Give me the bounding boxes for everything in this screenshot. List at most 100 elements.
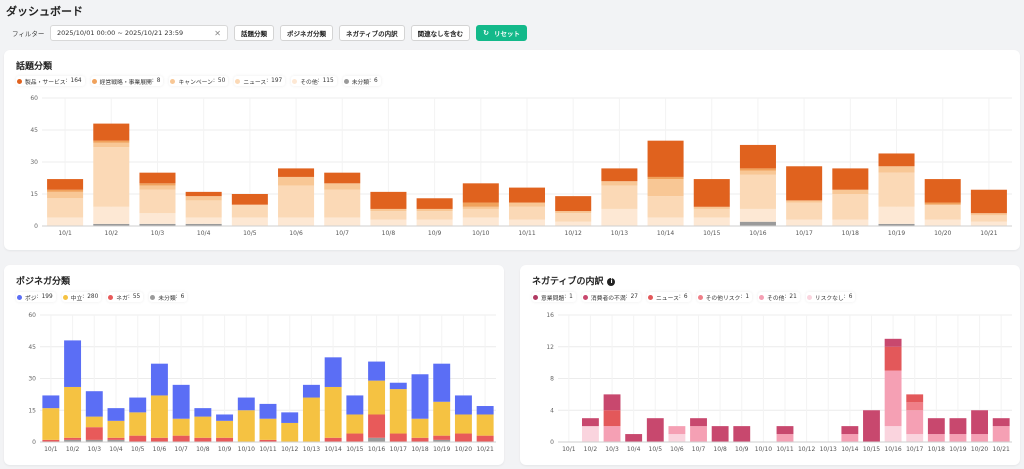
posneg-legend: ポジ:199 中立:280 ネガ:55 未分類:6 [16,292,193,302]
y-tick-label: 30 [30,159,38,166]
x-tick-label: 10/10 [238,446,255,453]
x-tick-label: 10/9 [218,446,232,453]
x-tick-label: 10/7 [335,230,349,237]
bar-segment [278,217,315,226]
bar-segment [647,196,684,218]
bar-segment [739,208,776,222]
bar-segment [368,414,386,438]
bar-segment [185,200,222,218]
negative-breakdown-stacked-bar-chart: 0 4 8 12 16 10/1 10/2 10/3 10/4 10/5 10/6 10/7 10/8 1… [546,312,1012,453]
bar-segment [259,403,277,419]
legend-dot [150,294,156,300]
negative-legend-item[interactable]: 意業問題:1 [532,292,576,302]
y-tick-label: 45 [30,127,38,134]
bar-segment [281,422,299,442]
legend-count: 27 [630,294,638,300]
bar-segment [139,213,176,224]
bar-segment [841,434,859,442]
bar-segment [85,416,103,428]
bar-segment [370,208,407,212]
bar-segment [884,370,902,427]
bar-segment [690,418,707,427]
y-tick-label: 4 [550,407,554,414]
bar-segment [172,418,190,436]
bar-segment [603,426,621,442]
topic-legend-item[interactable]: 未分類:6 [342,76,381,86]
topic-legend-item[interactable]: キャンペーン:50 [169,76,229,86]
topic-filter-button[interactable]: 話題分類 [234,25,274,41]
bar-segment [786,219,823,226]
y-tick-label: 15 [30,191,38,198]
topic-legend-item[interactable]: ニュース:197 [234,76,286,86]
x-tick-label: 10/20 [971,446,988,453]
bar-segment [216,414,234,421]
reset-button[interactable]: ↻ リセット [476,25,527,41]
x-tick-label: 10/10 [472,230,489,237]
negative-legend-item[interactable]: ニュース:6 [647,292,691,302]
bar-segment [786,202,823,220]
posneg-legend-item[interactable]: ネガ:55 [107,292,144,302]
y-tick-label: 0 [32,439,36,446]
posneg-legend-item[interactable]: 中立:280 [61,292,102,302]
y-tick-label: 0 [550,439,554,446]
posneg-legend-item[interactable]: 未分類:6 [149,292,188,302]
bar-segment [906,394,924,403]
legend-label: リスクなし [814,295,844,302]
x-tick-label: 10/11 [518,230,535,237]
bar-segment [139,172,176,184]
negative-legend-item[interactable]: その他リスク:1 [696,292,753,302]
bar-segment [924,219,961,226]
bar-segment [139,185,176,190]
legend-count: 1 [745,294,750,300]
topic-legend-item[interactable]: 製品・サービス:164 [16,76,85,86]
y-tick-label: 30 [28,376,36,383]
bar-segment [368,361,386,381]
legend-label: ニュース [243,79,267,86]
legend-dot [17,78,22,84]
x-tick-label: 10/21 [980,230,997,237]
bar-segment [949,434,967,442]
bar-segment [739,168,776,171]
bar-segment [927,418,945,435]
bar-segment [433,439,451,442]
negative-legend-item[interactable]: 消費者の不満:27 [581,292,641,302]
date-range-input[interactable]: 2025/10/01 00:00 ~ 2025/10/21 23:59 ✕ [50,25,228,41]
bar-segment [711,426,729,442]
close-icon[interactable]: ✕ [214,29,221,38]
posneg-stacked-bar-chart: 0 15 30 45 60 10/1 10/2 10/3 10/4 10/5 10/6 10/7 10/… [28,312,496,453]
legend-label: 意業問題 [541,295,565,302]
legend-label: ネガ [116,295,128,302]
x-tick-label: 10/20 [934,230,951,237]
bar-segment [668,434,686,442]
bar-segment [368,437,386,442]
legend-count: 6 [374,78,378,84]
negative-legend-item[interactable]: その他:21 [758,292,800,302]
topic-stacked-bar-chart: 0 15 30 45 60 10/1 10/2 10/3 10/4 10/5 10/6 10/7 10/… [30,95,1012,237]
bar-segment [970,213,1007,216]
posneg-filter-button[interactable]: ポジネガ分類 [280,25,333,41]
info-icon[interactable]: i [607,277,616,286]
bar-segment [884,338,902,347]
topic-legend-item[interactable]: 経営戦略・事業展開:8 [90,76,164,86]
legend-dot [806,294,812,300]
bar-segment [278,185,315,218]
bar-segment [93,140,130,143]
topic-legend-item[interactable]: その他:115 [291,76,337,86]
bar-segment [647,176,684,180]
negative-breakdown-filter-button[interactable]: ネガティブの内訳 [339,25,405,41]
include-unrelated-button[interactable]: 関連なしを含む [410,25,471,41]
x-tick-label: 10/11 [776,446,793,453]
legend-count: 8 [156,78,161,84]
negative-legend-item[interactable]: リスクなし:6 [805,292,856,302]
bar-segment [237,397,255,411]
x-tick-label: 10/1 [562,446,576,453]
bar-segment [625,434,643,442]
bar-segment [508,187,546,203]
bar-segment [581,418,599,427]
x-tick-label: 10/15 [863,446,880,453]
legend-dot [343,78,349,84]
x-tick-label: 10/16 [749,230,766,237]
bar-segment [324,189,361,218]
posneg-legend-item[interactable]: ポジ:199 [16,292,56,302]
x-tick-label: 10/8 [382,230,396,237]
